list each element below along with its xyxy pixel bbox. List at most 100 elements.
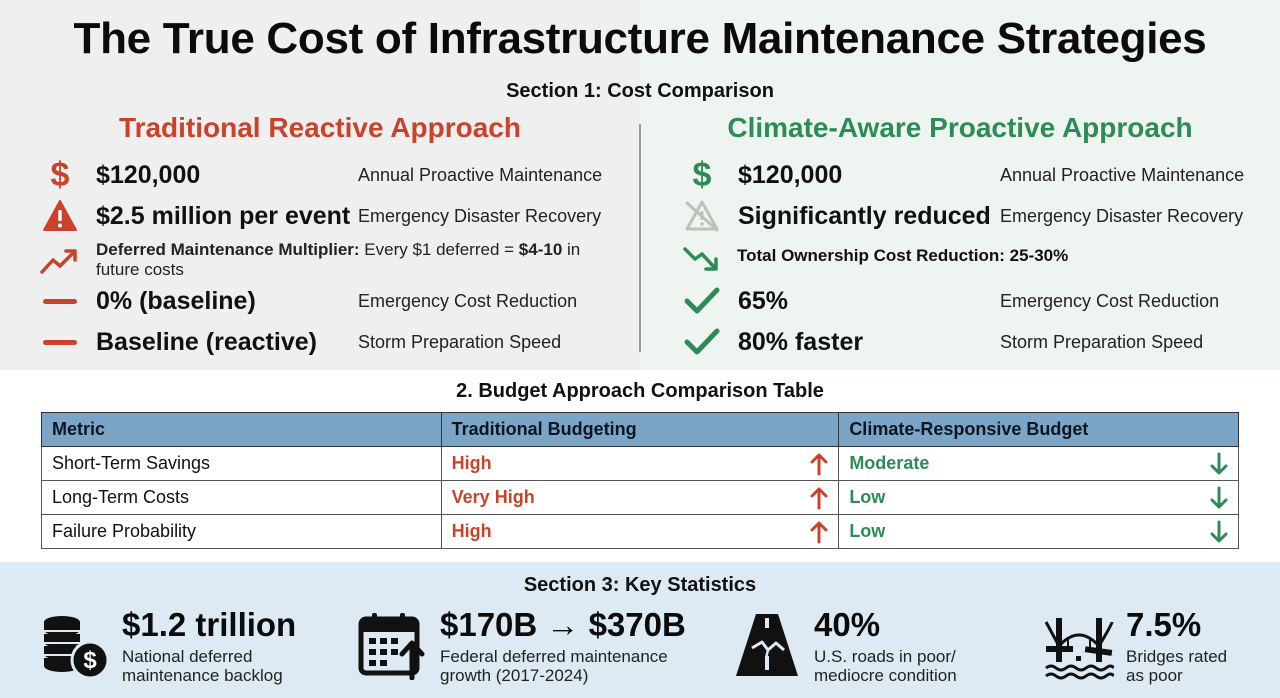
stat-federal-growth: $170B → $370B Federal deferred maintenan… <box>358 604 698 694</box>
reactive-row-storm: Baseline (reactive) Storm Preparation Sp… <box>40 322 640 362</box>
reactive-row-reduction: 0% (baseline) Emergency Cost Reduction <box>40 281 640 321</box>
climate-value: Low <box>849 487 886 507</box>
traditional-cell: High <box>440 446 840 481</box>
reactive-reduction-label: Emergency Cost Reduction <box>358 291 578 311</box>
deferred-multiplier-text: Deferred Maintenance Multiplier: Every $… <box>96 240 616 280</box>
arrow-up-icon <box>810 520 828 549</box>
table-header-row: Metric Traditional Budgeting Climate-Res… <box>41 412 1239 447</box>
table-row: Short-Term Savings High Moderate <box>41 446 1239 481</box>
traditional-cell: Very High <box>440 480 840 515</box>
stat-federal-growth-desc: Federal deferred maintenance growth (2017… <box>440 647 668 685</box>
proactive-emergency-value: Significantly reduced <box>738 202 991 230</box>
proactive-reduction-label: Emergency Cost Reduction <box>1000 291 1220 311</box>
stat-roads-desc-line2: mediocre condition <box>814 666 957 685</box>
warning-icon <box>40 196 80 236</box>
reactive-panel-background <box>0 0 640 370</box>
stat-backlog-desc-line2: maintenance backlog <box>122 666 283 685</box>
arrow-up-icon <box>810 452 828 481</box>
arrow-up-icon <box>810 486 828 515</box>
trend-up-icon <box>40 240 80 280</box>
dollar-icon: $ <box>50 156 70 194</box>
climate-cell: Low <box>838 514 1239 549</box>
reactive-emergency-value: $2.5 million per event <box>96 202 351 230</box>
stat-roads-desc: U.S. roads in poor/mediocre condition <box>814 647 957 685</box>
stat-federal-growth-value: $170B → $370B <box>440 606 686 643</box>
section3-title: Section 3: Key Statistics <box>523 574 757 596</box>
stat-bridges-value: 7.5% <box>1126 606 1202 643</box>
column-divider <box>639 124 641 352</box>
stat-backlog-value: $1.2 trillion <box>122 606 297 643</box>
metric-cell: Short-Term Savings <box>41 446 442 481</box>
proactive-heading: Climate-Aware Proactive Approach <box>727 112 1193 143</box>
stat-federal-growth-desc-line2: growth (2017-2024) <box>440 666 589 685</box>
warning-crossed-icon <box>682 196 722 236</box>
dollar-icon: $ <box>692 156 712 194</box>
header-traditional: Traditional Budgeting <box>440 412 840 447</box>
page-title: The True Cost of Infrastructure Maintena… <box>73 14 1207 63</box>
reactive-storm-label: Storm Preparation Speed <box>358 332 562 352</box>
multiplier-text-pre: Every $1 deferred = <box>359 240 519 259</box>
proactive-reduction-value: 65% <box>738 287 789 315</box>
proactive-annual-label: Annual Proactive Maintenance <box>1000 165 1245 185</box>
stat-backlog-desc-line1: National deferred <box>122 647 253 666</box>
dash-icon <box>40 322 80 362</box>
traditional-cell: High <box>440 514 840 549</box>
proactive-row-ownership <box>682 240 1280 280</box>
reactive-heading: Traditional Reactive Approach <box>119 112 521 143</box>
metric-cell: Long-Term Costs <box>41 480 442 515</box>
proactive-row-annual: $ $120,000 Annual Proactive Maintenance <box>682 155 1280 195</box>
dash-icon <box>40 281 80 321</box>
proactive-annual-value: $120,000 <box>738 161 843 189</box>
reactive-emergency-label: Emergency Disaster Recovery <box>358 206 602 226</box>
traditional-value: Very High <box>451 487 535 507</box>
coins-icon: $ <box>40 610 110 680</box>
header-climate: Climate-Responsive Budget <box>838 412 1239 447</box>
stat-backlog: $ $1.2 trillion National deferred mainten… <box>40 604 340 694</box>
stat-bridges-desc-line2: as poor <box>1126 666 1183 685</box>
stat-bridges-desc: Bridges rated as poor <box>1126 647 1227 685</box>
table-row: Long-Term Costs Very High Low <box>41 480 1239 515</box>
proactive-storm-value: 80% faster <box>738 328 864 356</box>
reactive-reduction-value: 0% (baseline) <box>96 287 256 315</box>
stat-backlog-desc: National deferred maintenance backlog <box>122 647 283 685</box>
stat-roads: 40% U.S. roads in poor/mediocre conditio… <box>732 604 1012 694</box>
multiplier-emphasis: $4-10 <box>518 240 563 259</box>
budget-comparison-table: Metric Traditional Budgeting Climate-Res… <box>41 412 1239 549</box>
bridge-icon <box>1044 610 1116 680</box>
metric-cell: Failure Probability <box>41 514 442 549</box>
proactive-row-reduction: 65% Emergency Cost Reduction <box>682 281 1280 321</box>
reactive-annual-value: $120,000 <box>96 161 201 189</box>
arrow-down-icon <box>1210 486 1228 515</box>
check-icon <box>682 322 722 362</box>
svg-text:$: $ <box>83 647 97 674</box>
reactive-annual-label: Annual Proactive Maintenance <box>358 165 603 185</box>
climate-value: Low <box>849 521 886 541</box>
traditional-value: High <box>451 521 492 541</box>
climate-value: Moderate <box>849 453 930 473</box>
stat-bridges: 7.5% Bridges rated as poor <box>1044 604 1274 694</box>
table-row: Failure Probability High Low <box>41 514 1239 549</box>
arrow-down-icon <box>1210 520 1228 549</box>
ownership-cost-reduction: Total Ownership Cost Reduction: 25-30% <box>737 246 1069 265</box>
climate-cell: Moderate <box>838 446 1239 481</box>
section1-title: Section 1: Cost Comparison <box>506 80 774 102</box>
arrow-down-icon <box>1210 452 1228 481</box>
stat-roads-value: 40% <box>814 606 881 643</box>
stat-federal-growth-desc-line1: Federal deferred maintenance <box>440 647 668 666</box>
proactive-storm-label: Storm Preparation Speed <box>1000 332 1204 352</box>
section2-title: 2. Budget Approach Comparison Table <box>456 380 824 402</box>
cost-comparison-section <box>0 0 1280 370</box>
multiplier-label: Deferred Maintenance Multiplier: <box>96 240 360 259</box>
trend-down-icon <box>682 240 722 280</box>
proactive-row-storm: 80% faster Storm Preparation Speed <box>682 322 1280 362</box>
check-icon <box>682 281 722 321</box>
proactive-panel-background <box>640 0 1280 370</box>
reactive-row-multiplier <box>40 240 640 280</box>
reactive-row-annual: $ $120,000 Annual Proactive Maintenance <box>40 155 640 195</box>
calendar-growth-icon <box>358 610 428 681</box>
header-metric: Metric <box>41 412 442 447</box>
proactive-row-emergency: Significantly reduced Emergency Disaster… <box>682 196 1280 236</box>
proactive-emergency-label: Emergency Disaster Recovery <box>1000 206 1244 226</box>
traditional-value: High <box>451 453 492 473</box>
stat-roads-desc-line1: U.S. roads in poor/ <box>814 647 956 666</box>
